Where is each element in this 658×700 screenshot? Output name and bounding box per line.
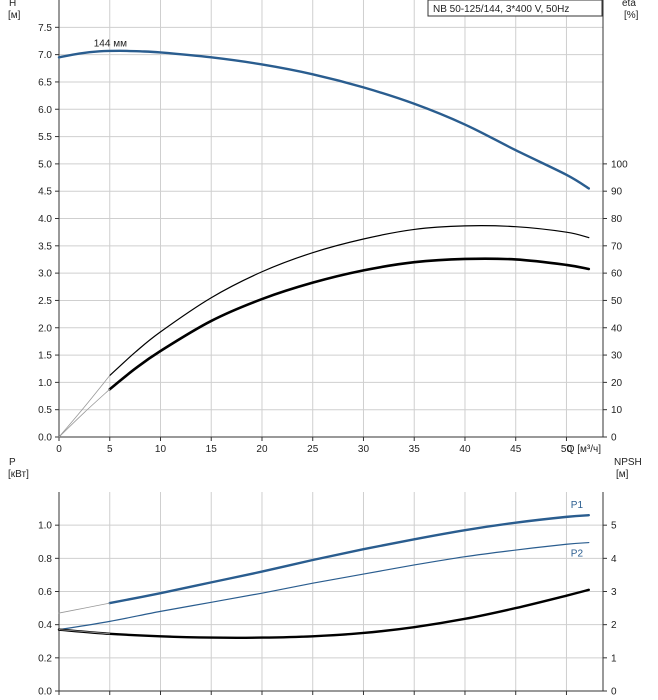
series-label-p1: P1 bbox=[571, 500, 584, 511]
chart-title-box: NB 50-125/144, 3*400 V, 50Hz bbox=[427, 0, 603, 17]
y-right-tick-label: 4 bbox=[611, 554, 617, 565]
y-tick-label: 6.0 bbox=[38, 105, 52, 116]
y-right-tick-label: 1 bbox=[611, 653, 617, 664]
chart-title: NB 50-125/144, 3*400 V, 50Hz bbox=[433, 4, 569, 15]
series-line-3 bbox=[58, 375, 111, 438]
title-box-frame bbox=[427, 0, 603, 17]
y-tick-label: 2.0 bbox=[38, 323, 52, 334]
series-line-p1 bbox=[108, 514, 590, 605]
series-line-2 bbox=[57, 588, 590, 639]
series-line-0 bbox=[57, 49, 590, 190]
curve-annotation: 144 мм bbox=[94, 38, 127, 49]
x-tick-label: 35 bbox=[409, 444, 421, 455]
y-right-tick-label: 40 bbox=[611, 323, 623, 334]
y-tick-label: 3.0 bbox=[38, 269, 52, 280]
y-tick-label: 1.0 bbox=[38, 378, 52, 389]
y-tick-label: 4.0 bbox=[38, 214, 52, 225]
series-line-1 bbox=[109, 225, 590, 377]
power-npsh-panel: 0.0 0.2 0.4 0.6 0.8 1.0 0 1 2 3 4 5 P [кВт] NPSH [м] P1 P… bbox=[8, 457, 642, 698]
x-tick-label: 15 bbox=[206, 444, 218, 455]
y-right-axis-title: eta [%] bbox=[622, 0, 639, 21]
y-right-tick-label: 3 bbox=[611, 587, 617, 598]
y-tick-label: 0.2 bbox=[38, 653, 52, 664]
y-tick-label: 1.0 bbox=[38, 521, 52, 532]
y-right-tick-label: 20 bbox=[611, 378, 623, 389]
x-tick-label: 50 bbox=[561, 444, 573, 455]
y-right-tick-label: 80 bbox=[611, 214, 623, 225]
y-tick-label: 3.5 bbox=[38, 241, 52, 252]
x-axis-title: Q [м³/ч] bbox=[567, 444, 602, 455]
y-right-tick-label: 90 bbox=[611, 187, 623, 198]
y-tick-label: 0.0 bbox=[38, 433, 52, 444]
x-tick-label: 40 bbox=[459, 444, 471, 455]
y-tick-label: 7.0 bbox=[38, 50, 52, 61]
y-right-tick-label: 70 bbox=[611, 241, 623, 252]
series-line-3 bbox=[58, 602, 111, 614]
y-right-tick-label: 60 bbox=[611, 269, 623, 280]
y-right-tick-label: 30 bbox=[611, 351, 623, 362]
y-tick-label: 4.5 bbox=[38, 187, 52, 198]
y-tick-label: 5.5 bbox=[38, 132, 52, 143]
x-tick-label: 5 bbox=[107, 444, 113, 455]
y-right-tick-label: 10 bbox=[611, 405, 623, 416]
y-right-tick-label: 100 bbox=[611, 159, 628, 170]
y-right-tick-label: 5 bbox=[611, 521, 617, 532]
y-right-tick-label: 0 bbox=[611, 687, 617, 698]
y-tick-label: 0.8 bbox=[38, 554, 52, 565]
x-tick-label: 45 bbox=[510, 444, 522, 455]
y-axis-title: H [м] bbox=[8, 0, 21, 21]
x-tick-label: 0 bbox=[56, 444, 62, 455]
y-axis-title: P [кВт] bbox=[8, 457, 29, 480]
series-line-4 bbox=[58, 629, 111, 635]
y-tick-label: 5.0 bbox=[38, 159, 52, 170]
x-tick-label: 25 bbox=[307, 444, 319, 455]
y-tick-label: 7.5 bbox=[38, 23, 52, 34]
y-right-tick-label: 50 bbox=[611, 296, 623, 307]
y-tick-label: 0.0 bbox=[38, 687, 52, 698]
y-tick-label: 2.5 bbox=[38, 296, 52, 307]
y-tick-label: 0.4 bbox=[38, 620, 52, 631]
x-tick-label: 30 bbox=[358, 444, 370, 455]
y-right-tick-label: 2 bbox=[611, 620, 617, 631]
series-label-p2: P2 bbox=[571, 549, 584, 560]
series-line-4 bbox=[58, 388, 111, 438]
series-line-2 bbox=[108, 257, 591, 391]
y-tick-label: 0.5 bbox=[38, 405, 52, 416]
series-line-p2 bbox=[58, 541, 590, 631]
y-tick-label: 1.5 bbox=[38, 351, 52, 362]
y-right-axis-title: NPSH [м] bbox=[614, 457, 642, 480]
x-tick-label: 20 bbox=[256, 444, 268, 455]
y-right-tick-label: 0 bbox=[611, 433, 617, 444]
y-tick-label: 0.6 bbox=[38, 587, 52, 598]
y-tick-label: 6.5 bbox=[38, 77, 52, 88]
x-tick-label: 10 bbox=[155, 444, 167, 455]
head-efficiency-panel: 0.0 0.5 1.0 1.5 2.0 2.5 3.0 3.5 4.0 4.5 5.0 5.5 6.0 6… bbox=[8, 0, 639, 455]
